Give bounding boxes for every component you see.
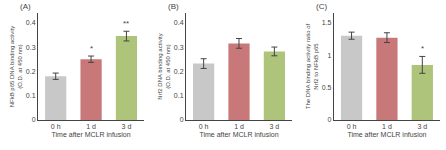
svg-text:0.1: 0.1 bbox=[26, 92, 36, 99]
svg-text:0: 0 bbox=[32, 116, 36, 123]
svg-text:*: * bbox=[90, 44, 93, 53]
svg-text:Time after MCLR infusion: Time after MCLR infusion bbox=[199, 131, 278, 138]
svg-text:0.1: 0.1 bbox=[174, 92, 184, 99]
svg-text:The DNA binding activity ratio: The DNA binding activity ratio ofNrf2 to… bbox=[305, 23, 319, 109]
svg-text:**: ** bbox=[123, 19, 129, 28]
svg-text:0.3: 0.3 bbox=[26, 44, 36, 51]
svg-text:*: * bbox=[421, 44, 424, 53]
svg-text:0.4: 0.4 bbox=[26, 19, 36, 26]
svg-text:3 d: 3 d bbox=[122, 123, 132, 130]
svg-text:(C): (C) bbox=[316, 2, 327, 11]
svg-text:0 h: 0 h bbox=[347, 123, 357, 130]
svg-text:Time after MCLR infusion: Time after MCLR infusion bbox=[347, 131, 426, 138]
svg-text:3 d: 3 d bbox=[417, 123, 427, 130]
svg-text:0: 0 bbox=[180, 116, 184, 123]
svg-text:0 h: 0 h bbox=[51, 123, 61, 130]
svg-text:0.4: 0.4 bbox=[174, 19, 184, 26]
svg-text:1 d: 1 d bbox=[234, 123, 244, 130]
svg-text:0: 0 bbox=[328, 116, 332, 123]
svg-text:0.3: 0.3 bbox=[174, 44, 184, 51]
svg-text:0 h: 0 h bbox=[199, 123, 209, 130]
svg-text:(B): (B) bbox=[168, 2, 179, 11]
svg-text:NFkB p65 DNA binding activity(: NFkB p65 DNA binding activity(O.D. at 45… bbox=[9, 26, 23, 108]
svg-text:0.2: 0.2 bbox=[174, 68, 184, 75]
svg-text:1.5: 1.5 bbox=[322, 19, 332, 26]
svg-text:Time after MCLR infusion: Time after MCLR infusion bbox=[52, 131, 131, 138]
svg-text:1 d: 1 d bbox=[382, 123, 392, 130]
svg-text:0.5: 0.5 bbox=[322, 84, 332, 91]
svg-text:3 d: 3 d bbox=[270, 123, 280, 130]
svg-text:1: 1 bbox=[328, 52, 332, 59]
svg-text:1 d: 1 d bbox=[86, 123, 96, 130]
svg-text:Nrf2 DNA binding activity(O.D.: Nrf2 DNA binding activity(O.D. at 450 nm… bbox=[157, 33, 171, 99]
svg-text:(A): (A) bbox=[20, 2, 31, 11]
svg-text:0.2: 0.2 bbox=[26, 68, 36, 75]
